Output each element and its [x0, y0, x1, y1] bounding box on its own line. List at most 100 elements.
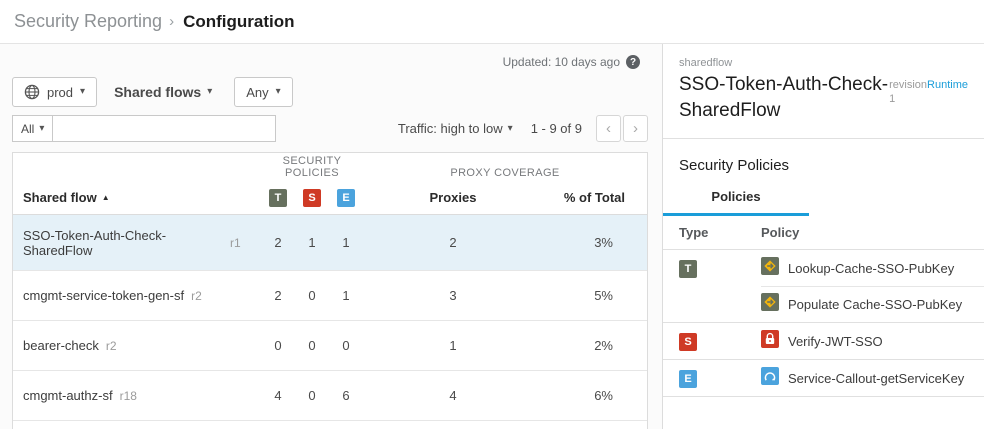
pagination-range: 1 - 9 of 9 [531, 121, 582, 136]
revision-tag: r1 [230, 236, 241, 250]
s-count: 0 [295, 338, 329, 353]
shared-flow-name-cell: SSO-Token-Auth-Check-SharedFlow r1 [13, 220, 261, 266]
revision-tag: r2 [106, 339, 117, 353]
search-scope-label: All [21, 122, 34, 136]
revision-label: revision [889, 79, 927, 91]
pct-total-column-header: % of Total [543, 190, 647, 205]
flow-type-dropdown[interactable]: Shared flows ▾ [114, 84, 212, 100]
table-row[interactable]: bearer-check r2 0 0 0 1 2% [13, 321, 647, 371]
policy-type-badge: E [679, 370, 697, 388]
traffic-sort-dropdown[interactable]: Traffic: high to low ▾ [398, 121, 513, 136]
e-count: 1 [329, 235, 363, 250]
policy-type-badge: S [679, 333, 697, 351]
policy-item[interactable]: Verify-JWT-SSO [761, 323, 984, 359]
policy-item[interactable]: Populate Cache-SSO-PubKey [761, 286, 984, 322]
proxies-count: 1 [363, 338, 543, 353]
policy-type-cell: S [679, 323, 761, 359]
shared-flow-name: cmgmt-authz-sf [23, 388, 113, 403]
sort-pagination-group: Traffic: high to low ▾ 1 - 9 of 9 ‹ › [398, 115, 648, 142]
table-group-header: SECURITY POLICIES PROXY COVERAGE [13, 153, 647, 181]
search-scope-dropdown[interactable]: All ▾ [12, 115, 53, 142]
search-input[interactable] [52, 115, 276, 142]
callout-icon [761, 367, 779, 390]
sort-ascending-icon: ▲ [102, 193, 110, 202]
shared-flow-name: bearer-check [23, 338, 99, 353]
t-count: 2 [261, 288, 295, 303]
policy-type-cell: T [679, 250, 761, 322]
policy-group-row: T Lookup-Cache-SSO-PubKey Populate Cache-… [663, 250, 984, 323]
t-count: 0 [261, 338, 295, 353]
environment-label: prod [47, 85, 73, 100]
help-icon[interactable]: ? [626, 55, 640, 69]
updated-row: Updated: 10 days ago ? [12, 52, 648, 72]
security-policies-group-header: SECURITY POLICIES [261, 155, 363, 179]
detail-panel-header: sharedflow SSO-Token-Auth-Check-SharedFl… [663, 44, 984, 139]
table-row[interactable]: cmgmt-service-token-gen-sf r2 2 0 1 3 5% [13, 271, 647, 321]
proxies-count: 3 [363, 288, 543, 303]
report-section: Updated: 10 days ago ? prod ▾ Shared flo… [0, 44, 662, 429]
pct-total: 6% [543, 388, 647, 403]
policy-name: Lookup-Cache-SSO-PubKey [788, 261, 954, 276]
policy-type-badge: T [679, 260, 697, 278]
runtime-link[interactable]: Runtime [927, 79, 968, 91]
breadcrumb-separator-icon: › [169, 13, 174, 30]
t-count: 2 [261, 235, 295, 250]
policy-item[interactable]: Lookup-Cache-SSO-PubKey [761, 250, 984, 286]
policy-list: Verify-JWT-SSO [761, 323, 984, 359]
main-content: Updated: 10 days ago ? prod ▾ Shared flo… [0, 44, 984, 429]
shared-flow-column-label: Shared flow [23, 190, 97, 205]
table-column-header: Shared flow ▲ T S E Proxies % of Total [13, 181, 647, 215]
environment-dropdown[interactable]: prod ▾ [12, 77, 97, 107]
policy-group-row: S Verify-JWT-SSO [663, 323, 984, 360]
any-filter-label: Any [246, 85, 268, 100]
any-filter-dropdown[interactable]: Any ▾ [234, 77, 292, 107]
shared-flow-name: SSO-Token-Auth-Check-SharedFlow [23, 228, 223, 258]
breadcrumb-parent[interactable]: Security Reporting [14, 11, 162, 32]
next-page-button[interactable]: › [623, 115, 648, 142]
cache-icon [761, 293, 779, 316]
policy-type-cell: E [679, 360, 761, 396]
globe-icon [24, 84, 40, 100]
prev-page-button[interactable]: ‹ [596, 115, 621, 142]
shared-flow-column-header[interactable]: Shared flow ▲ [13, 190, 261, 205]
table-row[interactable]: cmgmt-authz-sf r18 4 0 6 4 6% [13, 371, 647, 421]
policy-list: Service-Callout-getServiceKey [761, 360, 984, 396]
s-count: 1 [295, 235, 329, 250]
tab-policies[interactable]: Policies [663, 189, 809, 216]
proxies-column-header: Proxies [363, 190, 543, 205]
shared-flow-table-body: SSO-Token-Auth-Check-SharedFlow r1 2 1 1… [13, 215, 647, 421]
page-title: Configuration [183, 12, 294, 32]
policy-item[interactable]: Service-Callout-getServiceKey [761, 360, 984, 396]
pagination-controls: ‹ › [596, 115, 648, 142]
security-policy-badge: S [303, 189, 321, 207]
proxy-coverage-group-header: PROXY COVERAGE [363, 167, 647, 179]
detail-title: SSO-Token-Auth-Check-SharedFlow [679, 72, 889, 124]
traffic-sort-label: Traffic: high to low [398, 121, 503, 136]
s-count: 0 [295, 388, 329, 403]
shared-flow-table: SECURITY POLICIES PROXY COVERAGE Shared … [12, 152, 648, 429]
chevron-down-icon: ▾ [80, 87, 85, 97]
shared-flow-name: cmgmt-service-token-gen-sf [23, 288, 184, 303]
chevron-down-icon: ▾ [207, 87, 212, 97]
shared-flow-name-cell: bearer-check r2 [13, 330, 261, 361]
e-count: 0 [329, 338, 363, 353]
e-count: 6 [329, 388, 363, 403]
table-row[interactable]: SSO-Token-Auth-Check-SharedFlow r1 2 1 1… [13, 215, 647, 271]
pct-total: 5% [543, 288, 647, 303]
chevron-down-icon: ▾ [276, 87, 281, 97]
policy-table-header: Type Policy [663, 216, 984, 250]
policy-name: Populate Cache-SSO-PubKey [788, 297, 962, 312]
policy-type-column-header: Type [679, 225, 761, 240]
policy-name: Service-Callout-getServiceKey [788, 371, 964, 386]
updated-label: Updated: 10 days ago [503, 55, 620, 69]
policy-table-body: T Lookup-Cache-SSO-PubKey Populate Cache-… [663, 250, 984, 397]
entity-kind-label: sharedflow [679, 57, 889, 69]
lock-icon [761, 330, 779, 353]
detail-panel: sharedflow SSO-Token-Auth-Check-SharedFl… [662, 44, 984, 429]
policy-name-column-header: Policy [761, 225, 984, 240]
breadcrumb: Security Reporting › Configuration [0, 0, 984, 44]
pct-total: 3% [543, 235, 647, 250]
pct-total: 2% [543, 338, 647, 353]
shared-flow-name-cell: cmgmt-authz-sf r18 [13, 380, 261, 411]
search-and-sort-bar: All ▾ Traffic: high to low ▾ 1 - 9 of 9 … [12, 115, 648, 142]
